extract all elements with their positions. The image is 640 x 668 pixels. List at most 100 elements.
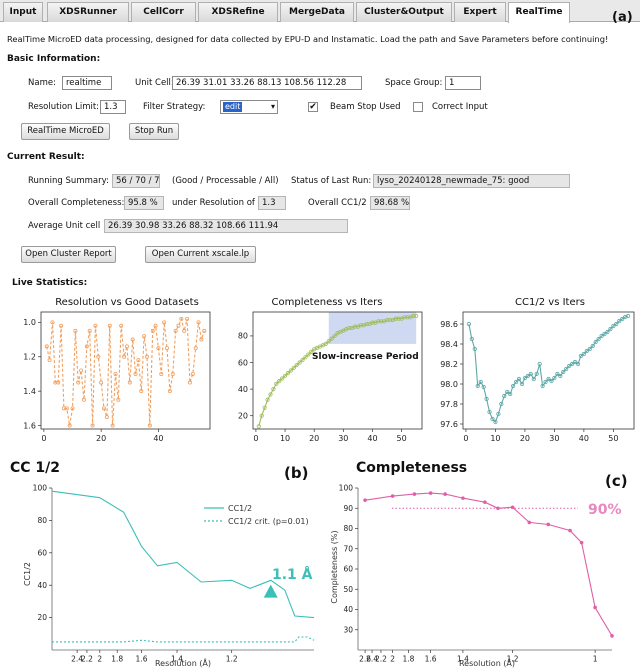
data-point (179, 316, 184, 321)
tab-cellcorr[interactable]: CellCorr (131, 2, 196, 22)
data-point (531, 376, 536, 382)
data-point (193, 346, 198, 351)
data-point (475, 383, 480, 389)
data-point (564, 366, 569, 372)
data-point (513, 379, 519, 385)
x-tick-label: 40 (367, 434, 377, 443)
chart-title: Completeness (356, 460, 467, 476)
data-point (466, 321, 471, 327)
x-tick-label: 1.8 (111, 655, 123, 664)
y-tick-label: 20 (238, 412, 248, 421)
data-point (511, 383, 516, 389)
data-point (590, 343, 595, 349)
triangle-marker-icon (263, 584, 278, 598)
data-point (107, 323, 112, 328)
open-cluster-report-button[interactable]: Open Cluster Report (21, 246, 116, 263)
data-point (540, 383, 545, 389)
data-point (578, 353, 584, 359)
tab-xdsrefine[interactable]: XDSRefine (198, 2, 278, 22)
unit-cell-label: Unit Cell: (135, 78, 174, 88)
data-point (288, 368, 293, 373)
name-field[interactable]: realtime (62, 76, 112, 90)
data-point (414, 313, 419, 319)
tab-expert[interactable]: Expert (454, 2, 506, 22)
data-point (393, 316, 398, 321)
data-point (552, 375, 557, 381)
x-tick-label: 20 (520, 434, 530, 443)
data-point (84, 344, 89, 349)
panel-label-a: (a) (612, 10, 633, 25)
open-xscale-button[interactable]: Open Current xscale.lp (145, 246, 256, 263)
data-point (256, 424, 261, 429)
completeness-label: Overall Completeness: (28, 198, 125, 208)
x-tick-label: 0 (463, 434, 468, 443)
data-point (262, 405, 267, 410)
data-point (581, 351, 586, 357)
x-axis-label: Resolution (Å) (155, 657, 211, 668)
stop-run-button[interactable]: Stop Run (129, 123, 179, 140)
filter-strategy-label: Filter Strategy: (143, 102, 206, 112)
data-point (73, 328, 78, 333)
data-point (575, 361, 581, 367)
filter-strategy-select[interactable]: edit ▾ (220, 100, 278, 114)
resolution-vs-datasets-chart: Resolution vs Good Datasets 0 20 40 1.0 1.2 1.… (23, 297, 211, 443)
chart-title: CC 1/2 (10, 460, 60, 476)
y-tick-label: 98.2 (440, 360, 458, 369)
legend-label-crit: CC1/2 crit. (p=0.01) (228, 517, 309, 526)
data-point (187, 380, 192, 385)
y-tick-label: 98.6 (440, 320, 458, 329)
x-tick-label: 0 (253, 434, 258, 443)
intro-text: RealTime MicroED data processing, design… (7, 34, 609, 44)
data-point (259, 413, 264, 418)
data-point (150, 328, 155, 333)
data-point (469, 336, 474, 342)
avg-cell-field: 26.39 30.98 33.26 88.32 108.66 111.94 (104, 219, 348, 233)
cc12-resolution-chart: CC 1/2(b)2.42.221.81.61.41.2120406080100… (10, 460, 320, 668)
data-point (300, 357, 305, 362)
tab-realtime[interactable]: RealTime (508, 2, 570, 23)
tab-input[interactable]: Input (3, 2, 43, 22)
beam-stop-checkbox[interactable]: ✔ (308, 102, 318, 112)
data-point (159, 371, 164, 376)
x-tick-label: 40 (153, 434, 163, 443)
data-point (352, 324, 358, 329)
x-tick-label: 50 (608, 434, 618, 443)
realtime-microed-button[interactable]: RealTime MicroED (21, 123, 110, 140)
x-tick-label: 40 (579, 434, 589, 443)
x-tick-label: 2.4 (71, 655, 83, 664)
unit-cell-field[interactable]: 26.39 31.01 33.26 88.13 108.56 112.28 (172, 76, 362, 90)
data-point (379, 319, 384, 324)
correct-input-label: Correct Input (432, 102, 488, 112)
data-point (274, 381, 279, 386)
tab-xdsrunner[interactable]: XDSRunner (47, 2, 129, 22)
data-point (505, 389, 510, 395)
resolution-limit-field[interactable]: 1.3 (100, 100, 126, 114)
x-tick-label: 1.6 (425, 655, 437, 664)
basic-info-heading: Basic Information: (7, 54, 101, 64)
tab-cluster-output[interactable]: Cluster&Output (356, 2, 452, 22)
plot-frame (462, 311, 635, 430)
data-point (185, 316, 190, 321)
data-point (104, 414, 109, 419)
data-point (90, 423, 95, 428)
under-resolution-label: under Resolution of (172, 198, 255, 208)
data-point (502, 393, 507, 399)
correct-input-checkbox[interactable] (413, 102, 423, 112)
data-point (133, 371, 138, 376)
data-point (306, 352, 311, 357)
data-point (611, 323, 616, 329)
data-point (499, 401, 504, 407)
space-group-field[interactable]: 1 (445, 76, 481, 90)
y-tick-label: 97.8 (440, 400, 458, 409)
data-point (525, 373, 530, 379)
data-point (332, 333, 337, 339)
data-point (510, 505, 515, 510)
x-tick-label: 1.2 (507, 655, 519, 664)
data-point (130, 337, 135, 342)
y-tick-label: 80 (238, 332, 248, 341)
status-field: lyso_20240128_newmade_75: good (373, 174, 570, 188)
plot-frame (252, 311, 423, 430)
data-point (144, 354, 149, 359)
tab-mergedata[interactable]: MergeData (280, 2, 354, 22)
data-point (496, 411, 501, 417)
